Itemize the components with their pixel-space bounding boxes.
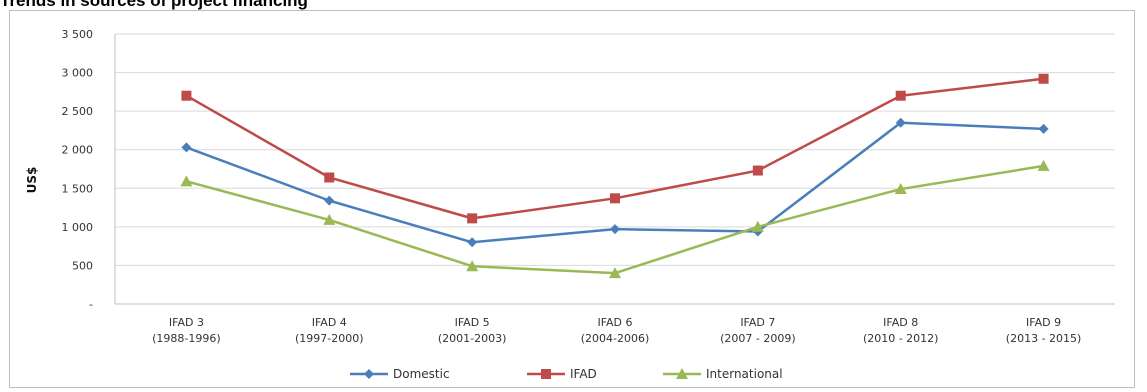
legend-label: IFAD [570,367,597,381]
data-point-ifad [181,90,192,101]
y-tick-label: 3 000 [62,67,94,80]
legend: Domestic IFAD International [350,367,783,381]
x-tick-label: IFAD 5 [455,316,490,329]
x-tick-labels: IFAD 3 (1988-1996) IFAD 4 (1997-2000) IFAD 5… [152,316,1081,345]
y-tick-labels: - 500 1 000 1 500 2 000 2 500 3 000 3 500 [62,28,94,311]
data-point-international [751,220,764,232]
data-point-domestic [181,142,192,153]
x-tick-label: IFAD 4 [312,316,347,329]
data-point-ifad [467,213,478,224]
x-tick-label: (2013 - 2015) [1006,332,1082,345]
data-point-domestic [610,224,620,235]
data-point-international [894,183,907,195]
x-tick-label: IFAD 3 [169,316,204,329]
data-point-international [1037,159,1050,171]
data-point-international [609,267,621,279]
y-tick-label: - [89,298,93,311]
series-line-international [186,164,1044,275]
legend-label: Domestic [393,367,450,381]
x-tick-label: IFAD 9 [1026,316,1061,329]
data-point-international [180,175,193,187]
data-point-ifad [324,172,335,183]
data-point-ifad [610,193,620,204]
data-point-international [466,260,479,272]
legend-label: International [706,367,783,381]
series-lines [180,73,1050,279]
x-tick-label: IFAD 6 [597,316,632,329]
y-tick-label: 1 500 [62,182,94,195]
legend-item-ifad: IFAD [527,367,597,381]
x-tick-label: (2007 - 2009) [720,332,796,345]
y-tick-label: 1 000 [62,221,94,234]
legend-marker-international [676,368,688,379]
y-tick-label: 2 500 [62,105,94,118]
x-tick-label: (1997-2000) [295,332,364,345]
legend-marker-domestic [364,369,374,379]
data-point-domestic [1038,123,1049,134]
chart-title: Trends in sources of project financing [0,0,308,10]
legend-marker-ifad [541,369,551,379]
x-tick-label: IFAD 8 [883,316,918,329]
legend-item-domestic: Domestic [350,367,450,381]
data-point-domestic [895,117,906,128]
data-point-ifad [1038,73,1049,84]
x-tick-label: (2001-2003) [438,332,507,345]
y-tick-label: 3 500 [62,28,94,41]
x-tick-label: (1988-1996) [152,332,221,345]
x-tick-label: IFAD 7 [740,316,775,329]
y-tick-label: 500 [72,259,93,272]
y-axis-label: US$ [25,167,39,194]
data-point-domestic [467,237,478,248]
legend-item-international: International [663,367,783,381]
y-tick-label: 2 000 [62,144,94,157]
data-point-domestic [324,195,335,206]
data-point-international [323,213,336,225]
data-point-ifad [752,165,763,176]
x-tick-label: (2004-2006) [581,332,650,345]
data-point-ifad [895,90,906,101]
axes [114,34,1115,305]
x-tick-label: (2010 - 2012) [863,332,939,345]
chart-frame [9,10,1135,388]
